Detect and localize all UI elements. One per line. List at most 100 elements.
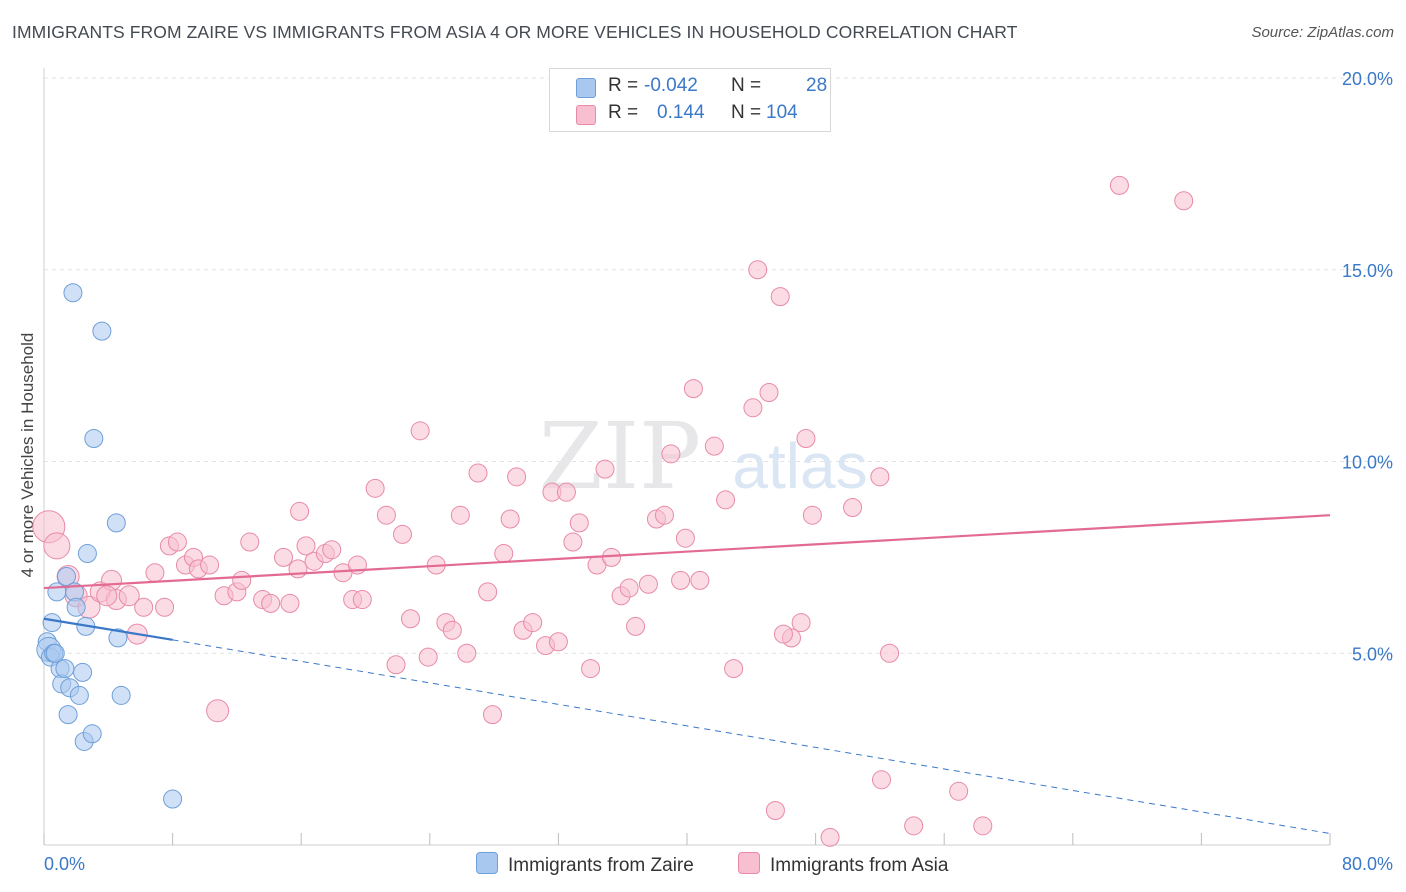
data-point-asia [548, 632, 568, 652]
data-point-asia [949, 781, 969, 801]
points-layer [32, 175, 1194, 847]
stats-r-label: R = [608, 102, 639, 123]
legend-label-asia: Immigrants from Asia [770, 855, 949, 876]
data-point-zaire [73, 662, 93, 682]
data-point-asia [743, 398, 763, 418]
data-point-asia [43, 532, 71, 560]
y-tick-label: 5.0% [1352, 644, 1393, 664]
data-point-asia [523, 613, 543, 633]
chart-title: IMMIGRANTS FROM ZAIRE VS IMMIGRANTS FROM… [12, 22, 1018, 42]
data-point-asia [376, 505, 396, 525]
source-label: Source: ZipAtlas.com [1251, 24, 1394, 41]
data-point-zaire [111, 685, 131, 705]
data-point-asia [690, 570, 710, 590]
data-point-asia [468, 463, 488, 483]
data-point-asia [410, 421, 430, 441]
trend-line-zaire-extrapolated [172, 639, 1331, 834]
data-point-asia [904, 816, 924, 836]
data-point-asia [206, 699, 230, 723]
axis-layer [43, 68, 1331, 846]
y-tick-label: 10.0% [1342, 453, 1393, 473]
data-point-zaire [42, 613, 62, 633]
data-point-asia [973, 816, 993, 836]
data-point-asia [581, 659, 601, 679]
data-point-asia [870, 467, 890, 487]
data-point-asia [392, 524, 412, 544]
x-tick-label: 0.0% [44, 854, 85, 874]
stats-r-value: -0.042 [644, 75, 698, 96]
stats-n-value: 28 [806, 75, 828, 96]
data-point-asia [556, 482, 576, 502]
stats-n-label: N = [731, 102, 762, 123]
data-point-asia [155, 597, 175, 617]
data-point-zaire [47, 582, 67, 602]
stats-box: R = -0.042 N = 28 R = 0.144 N = 104 [549, 68, 831, 132]
data-point-asia [134, 597, 154, 617]
data-point-asia [791, 613, 811, 633]
data-point-asia [880, 643, 900, 663]
data-point-asia [748, 260, 768, 280]
x-tick-label: 80.0% [1342, 854, 1393, 874]
data-point-zaire [58, 705, 78, 725]
data-point-asia [626, 616, 646, 636]
data-point-zaire [45, 643, 65, 663]
stats-r-value: 0.144 [657, 102, 705, 123]
legend-label-zaire: Immigrants from Zaire [508, 855, 694, 876]
stats-n-label: N = [731, 75, 762, 96]
data-point-zaire [82, 724, 102, 744]
legend-item-zaire[interactable]: Immigrants from Zaire [476, 852, 694, 877]
data-point-asia [442, 620, 462, 640]
stats-n-value: 104 [766, 102, 798, 123]
data-point-asia [872, 770, 892, 790]
data-point-asia [595, 459, 615, 479]
data-point-asia [288, 559, 308, 579]
data-point-zaire [163, 789, 183, 809]
data-point-asia [802, 505, 822, 525]
data-point-asia [661, 444, 681, 464]
legend-item-asia[interactable]: Immigrants from Asia [738, 852, 948, 877]
data-point-asia [457, 643, 477, 663]
data-point-asia [1174, 191, 1194, 211]
data-point-asia [365, 478, 385, 498]
legend-swatch-asia [738, 852, 760, 874]
data-point-asia [167, 532, 187, 552]
data-point-asia [274, 547, 294, 567]
data-point-zaire [84, 428, 104, 448]
trend-line-zaire [43, 617, 173, 641]
data-point-asia [232, 570, 252, 590]
data-point-asia [671, 570, 691, 590]
data-point-zaire [57, 567, 77, 587]
data-point-asia [704, 436, 724, 456]
data-point-asia [770, 287, 790, 307]
data-point-asia [569, 513, 589, 533]
data-point-asia [500, 509, 520, 529]
trend-layer [43, 514, 1331, 834]
data-point-zaire [92, 321, 112, 341]
data-point-asia [118, 585, 140, 607]
data-point-asia [675, 528, 695, 548]
data-point-zaire [77, 544, 97, 564]
data-point-asia [773, 624, 793, 644]
data-point-zaire [106, 513, 126, 533]
data-point-asia [96, 585, 118, 607]
data-point-asia [296, 536, 316, 556]
stats-row-asia: R = 0.144 N = 104 [550, 102, 830, 128]
data-point-asia [820, 827, 840, 847]
data-point-asia [796, 428, 816, 448]
data-point-asia [401, 609, 421, 629]
tick-label-layer: 5.0% 10.0% 15.0% 20.0% 0.0% 80.0% [44, 69, 1393, 874]
data-point-asia [759, 382, 779, 402]
data-point-zaire [108, 628, 128, 648]
data-point-asia [290, 501, 310, 521]
data-point-asia [482, 705, 502, 725]
data-point-zaire [55, 659, 75, 679]
data-point-asia [843, 498, 863, 518]
data-point-asia [638, 574, 658, 594]
grid-layer [44, 77, 1393, 654]
stats-swatch-zaire [576, 78, 596, 98]
data-point-zaire [63, 283, 83, 303]
data-point-asia [683, 379, 703, 399]
data-point-zaire [66, 597, 86, 617]
legend-swatch-zaire [476, 852, 498, 874]
